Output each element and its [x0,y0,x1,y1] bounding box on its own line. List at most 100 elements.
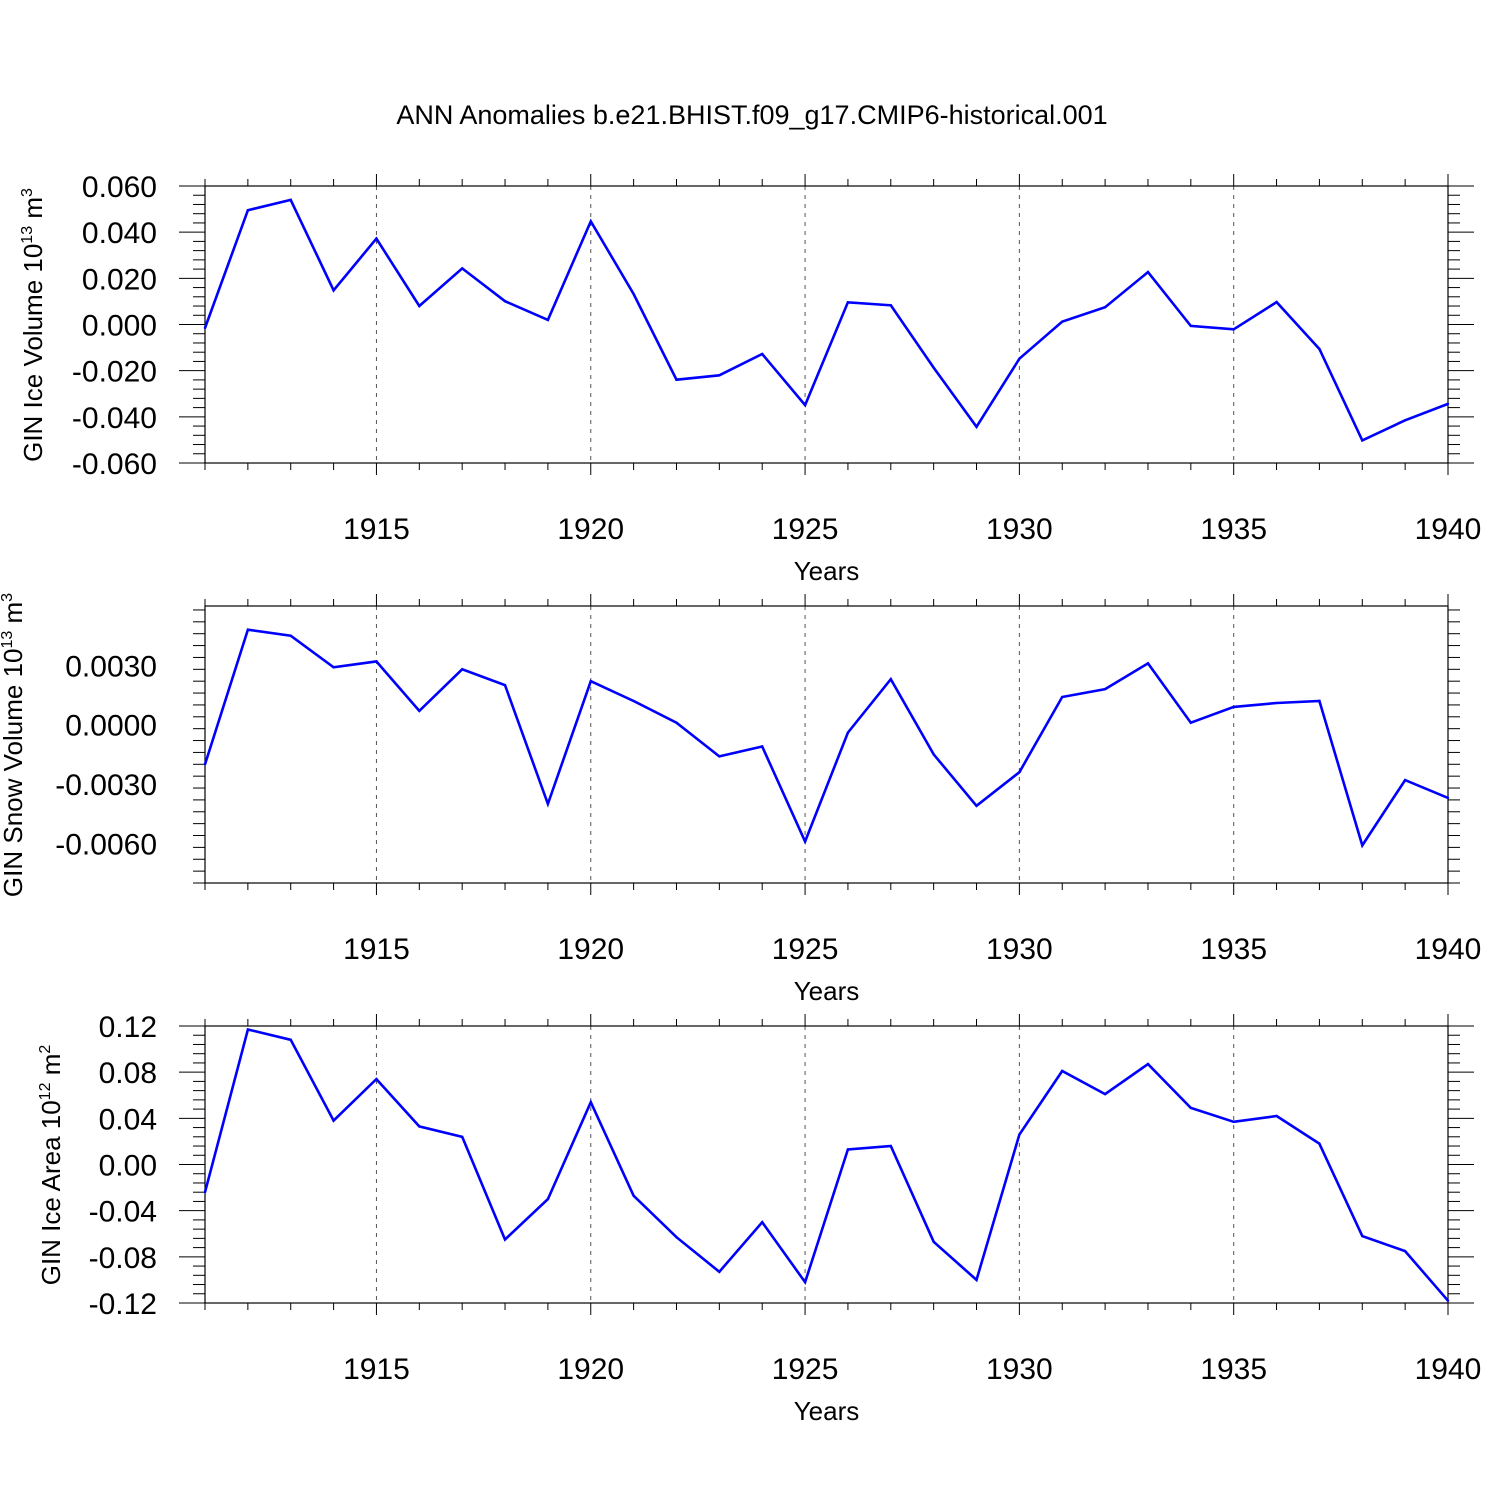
y-axis-label: GIN Snow Volume 1013 m3 [0,593,28,897]
data-point [632,1194,635,1197]
data-point [375,237,378,240]
data-point [1318,347,1321,351]
data-point [589,1100,592,1104]
y-tick-label: 0.0030 [65,650,157,683]
x-axis-label: Years [794,976,860,1006]
y-axis-label-exponent: 12 [37,1082,54,1100]
y-tick-label: -0.0030 [55,769,157,802]
data-point [675,378,678,381]
data-point [1275,701,1278,705]
y-tick-label: -0.04 [89,1196,157,1229]
y-axis-label-unit-exponent: 3 [19,188,36,197]
y-tick-label: -0.08 [89,1242,157,1275]
data-point [1446,796,1450,800]
data-point [289,1038,292,1042]
data-point [1275,300,1278,304]
data-point [1232,1120,1235,1123]
data-point [846,731,850,734]
x-tick-label: 1940 [1415,1353,1482,1386]
panels: -0.060 -0.040 -0.020 0.000 0.020 0.040 0.060 19… [0,171,1481,1426]
data-point [1061,1069,1064,1073]
data-point [932,366,935,369]
data-point [1018,357,1021,360]
data-point [418,304,421,308]
data-point [761,1221,764,1224]
y-axis-label: GIN Ice Volume 1013 m3 [18,188,48,462]
y-axis-label-text: GIN Ice Area 10 [36,1100,66,1285]
y-axis-label-unit: m [18,197,48,226]
y-axis-label-unit-exponent: 3 [0,593,16,602]
y-axis-label-unit: m [36,1054,66,1083]
data-point [1232,328,1235,331]
data-point [1189,721,1193,724]
data-point [761,745,764,748]
data-point [289,198,292,202]
x-tick-label: 1935 [1200,513,1267,546]
data-point [1146,1062,1150,1066]
x-tick-label: 1930 [986,1353,1053,1386]
data-point [718,1270,721,1274]
x-tick-label: 1920 [557,513,624,546]
data-point [889,304,892,307]
data-point [546,318,550,322]
data-point [418,709,421,713]
data-point [803,403,807,407]
data-point [1446,1299,1450,1302]
data-point [546,1197,550,1201]
series-line [203,628,1449,849]
data-point [589,220,592,223]
data-point [203,1191,207,1194]
data-point [889,1144,892,1148]
data-point [1318,699,1321,703]
y-tick-label: 0.000 [82,310,157,343]
data-point [1061,320,1064,323]
data-point [889,678,892,681]
plot-frame [204,605,1449,884]
y-tick-label: -0.040 [72,402,157,435]
data-point [1446,402,1450,406]
data-point [332,289,335,292]
data-point [675,721,678,724]
data-point [503,299,507,303]
data-point [932,1240,935,1244]
data-point [203,326,207,330]
x-tick-label: 1935 [1200,933,1267,966]
x-tick-label: 1925 [772,933,839,966]
data-point [332,666,335,669]
data-point [761,352,764,356]
x-tick-label: 1930 [986,933,1053,966]
panel-2: -0.0060 -0.0030 0.0000 0.0030 1915 1920 1925 19… [0,593,1481,1006]
y-axis-label-unit: m [0,602,28,631]
data-point [675,1236,678,1239]
data-point [503,683,507,687]
data-point [589,679,592,683]
y-tick-label: 0.060 [82,171,157,204]
x-tick-label: 1915 [343,513,410,546]
x-tick-label: 1940 [1415,513,1482,546]
data-point [1403,778,1407,782]
data-point [803,840,807,843]
data-point [1018,771,1021,774]
data-point [718,755,721,758]
data-point [803,1281,807,1284]
data-point [1146,662,1150,665]
y-tick-label: 0.12 [99,1011,157,1044]
data-point [203,763,207,766]
panel-1: -0.060 -0.040 -0.020 0.000 0.020 0.040 0.060 19… [18,171,1481,586]
plot-frame [204,185,1449,464]
series-line [203,198,1449,443]
data-point [846,1148,850,1151]
x-axis-label: Years [794,1396,860,1426]
y-axis-label-text: GIN Snow Volume 10 [0,649,28,898]
x-tick-label: 1935 [1200,1353,1267,1386]
y-axis-label-exponent: 13 [19,226,36,244]
data-point [718,374,721,377]
data-point [1403,1249,1407,1253]
figure-title: ANN Anomalies b.e21.BHIST.f09_g17.CMIP6-… [396,100,1107,130]
series-line [203,1027,1449,1302]
x-tick-label: 1940 [1415,933,1482,966]
x-tick-label: 1920 [557,1353,624,1386]
data-point [246,209,250,212]
y-axis-label-unit-exponent: 2 [37,1045,54,1054]
y-tick-label: 0.0000 [65,710,157,743]
